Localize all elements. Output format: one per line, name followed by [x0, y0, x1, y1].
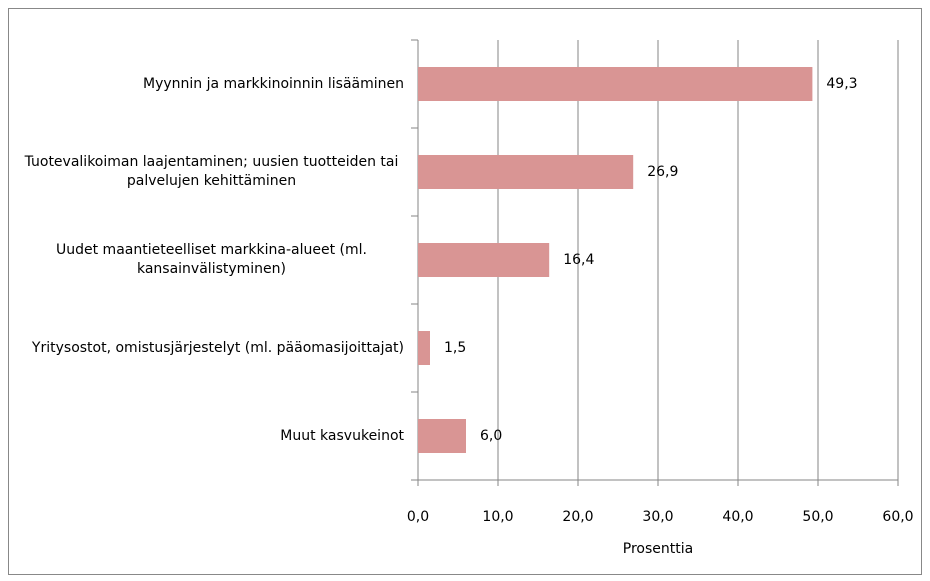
x-tick-label: 20,0: [562, 509, 593, 525]
y-tick-label: Tuotevalikoiman laajentaminen; uusien tu…: [24, 154, 399, 189]
bar: [418, 67, 813, 101]
bar: [418, 331, 430, 365]
x-tick-label: 10,0: [482, 509, 513, 525]
value-label: 26,9: [647, 164, 678, 180]
value-label: 6,0: [480, 428, 502, 444]
bar: [418, 243, 550, 277]
category-label-box: Myynnin ja markkinoinnin lisääminen: [143, 75, 404, 94]
y-tick-label: Muut kasvukeinot: [280, 427, 404, 444]
y-tick-label: Yritysostot, omistusjärjestelyt (ml. pää…: [31, 339, 404, 356]
x-tick-label: 50,0: [802, 509, 833, 525]
x-axis-label: Prosenttia: [623, 541, 693, 557]
x-tick-label: 60,0: [882, 509, 913, 525]
category-label-box: Yritysostot, omistusjärjestelyt (ml. pää…: [32, 339, 404, 358]
category-label-box: Uudet maantieteelliset markkina-alueet (…: [19, 241, 404, 279]
value-label: 1,5: [444, 340, 466, 356]
x-tick-label: 40,0: [722, 509, 753, 525]
y-tick-label: Uudet maantieteelliset markkina-alueet (…: [56, 242, 367, 277]
category-label-box: Tuotevalikoiman laajentaminen; uusien tu…: [19, 153, 404, 191]
x-tick-label: 30,0: [642, 509, 673, 525]
value-label: 16,4: [563, 252, 594, 268]
chart-frame: [8, 8, 922, 575]
bar: [418, 155, 634, 189]
value-label: 49,3: [826, 76, 857, 92]
x-tick-label: 0,0: [407, 509, 429, 525]
category-label-box: Muut kasvukeinot: [280, 427, 404, 446]
bar: [418, 419, 466, 453]
y-tick-label: Myynnin ja markkinoinnin lisääminen: [142, 75, 404, 92]
